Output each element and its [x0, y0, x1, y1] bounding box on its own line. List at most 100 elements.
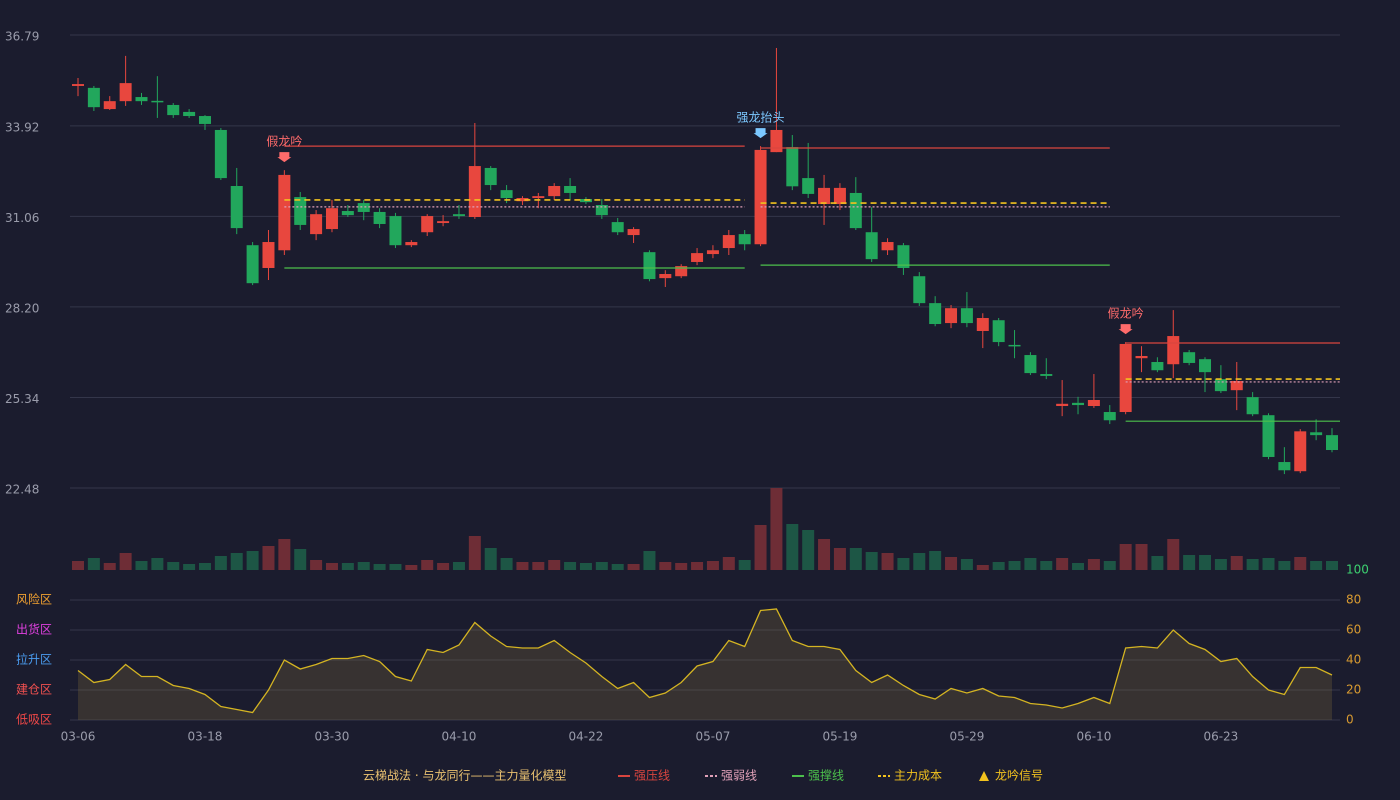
zone-label: 风险区 [16, 592, 52, 607]
volume-bar [246, 551, 259, 570]
y-tick-label: 33.92 [5, 120, 39, 134]
candle-body [214, 129, 227, 179]
volume-bar [1326, 561, 1338, 570]
volume-bar [1072, 563, 1085, 570]
signal-arrow [277, 152, 292, 163]
volume-bar [500, 558, 513, 570]
candle-body [833, 187, 846, 205]
volume-bar [1135, 544, 1148, 570]
y-tick-label: 36.79 [5, 30, 39, 44]
candle-body [818, 187, 831, 205]
candle-body [389, 216, 402, 246]
volume-bar [484, 548, 497, 570]
x-tick-label: 04-10 [442, 730, 477, 744]
volume-bar [103, 563, 116, 570]
x-tick-label: 03-18 [188, 730, 223, 744]
legend-label: 强压线 [634, 769, 670, 783]
volume-bar [1183, 555, 1196, 570]
volume-bar [230, 553, 243, 570]
candle-body [675, 266, 688, 277]
indicator-area [78, 609, 1332, 720]
candle-body [738, 234, 751, 245]
volume-bar [738, 560, 751, 570]
volume-bar [437, 563, 450, 570]
legend-label: 主力成本 [894, 769, 942, 783]
volume-bar [1056, 558, 1069, 570]
volume-bar [849, 548, 862, 570]
candle-body [1103, 412, 1116, 421]
candle-body [849, 192, 862, 229]
candle-body [421, 216, 434, 233]
volume-bar [1151, 556, 1164, 570]
legend-swatch [979, 771, 989, 781]
candle-body [135, 97, 148, 102]
candle-body [1151, 362, 1164, 371]
candle-body [706, 250, 719, 255]
candle-body [452, 214, 465, 217]
candle-body [437, 221, 450, 224]
volume-bar [1310, 561, 1323, 570]
volume-bar [770, 488, 783, 570]
candle-body [1310, 432, 1323, 436]
volume-bar [1103, 561, 1116, 570]
volume-bar [183, 564, 196, 570]
volume-bar [389, 564, 402, 570]
candle-body [881, 242, 894, 251]
volume-bar [786, 524, 799, 570]
signal-label: 假龙吟 [1108, 306, 1144, 321]
volume-bar [452, 562, 465, 570]
candle-body [87, 87, 100, 108]
candle-body [373, 211, 386, 224]
candle-body [246, 245, 259, 284]
y-tick-label: 22.48 [5, 483, 39, 497]
volume-bar [373, 564, 386, 570]
x-tick-label: 04-22 [569, 730, 604, 744]
volume-bar [1040, 561, 1053, 570]
volume-bar [1262, 558, 1275, 570]
volume-bar [468, 536, 481, 570]
candle-body [1135, 355, 1148, 359]
candle-body [1230, 381, 1243, 391]
volume-bar [167, 562, 180, 570]
volume-bar [119, 553, 132, 570]
volume-bar [1246, 559, 1259, 570]
candle-body [1278, 462, 1291, 471]
volume-bar [897, 558, 910, 570]
legend-label: 强撑线 [808, 768, 844, 783]
candle-body [1183, 352, 1196, 363]
volume-bar [516, 562, 529, 570]
zone-label: 出货区 [16, 622, 52, 637]
volume-bar [532, 562, 545, 570]
candle-body [1262, 415, 1275, 457]
signal-arrow [1118, 324, 1133, 335]
candle-body [976, 318, 989, 331]
volume-bar [675, 563, 688, 570]
volume-bar [72, 561, 84, 570]
candle-body [992, 320, 1005, 343]
volume-bar [278, 539, 291, 570]
volume-bar [643, 551, 656, 570]
volume-bar [722, 557, 735, 570]
volume-bar [960, 559, 973, 570]
volume-bar [611, 564, 624, 570]
volume-bar [913, 553, 926, 570]
x-tick-label: 05-19 [822, 730, 857, 744]
volume-bar [992, 562, 1005, 570]
volume-bar [87, 558, 100, 570]
candle-body [945, 308, 958, 324]
x-tick-label: 05-07 [695, 730, 730, 744]
y-tick-label: 20 [1346, 683, 1361, 697]
volume-bar [802, 530, 815, 570]
candle-body [691, 253, 704, 262]
candle-body [405, 242, 418, 246]
y-tick-label: 28.20 [5, 301, 39, 315]
volume-bar [881, 553, 894, 570]
candle-body [659, 274, 672, 279]
candle-body [325, 208, 338, 230]
volume-bar [214, 556, 227, 570]
y-tick-label: 31.06 [5, 211, 39, 225]
volume-bar [1278, 561, 1291, 570]
candle-body [357, 203, 370, 212]
candle-body [532, 196, 545, 199]
